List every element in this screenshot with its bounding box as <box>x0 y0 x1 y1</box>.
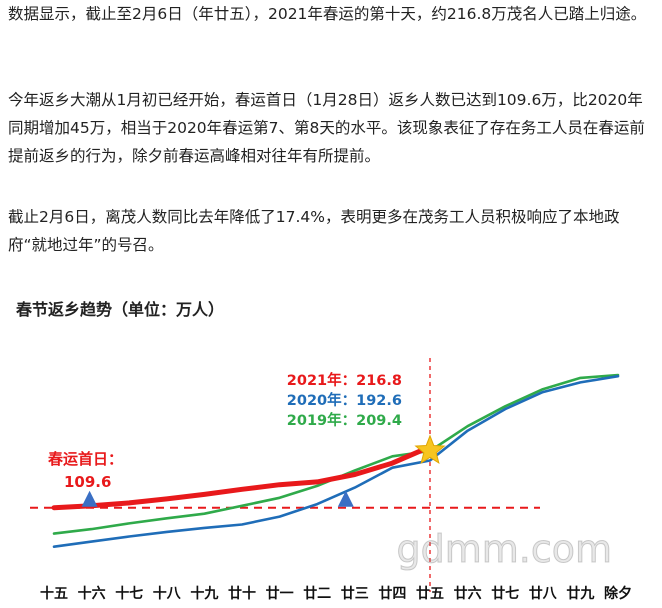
x-tick-label: 十七 <box>115 585 143 602</box>
x-tick-label: 廿一 <box>266 585 294 602</box>
trend-chart: gdmm.com 2021年：216.8 2020年：192.6 2019年：209.… <box>30 358 632 602</box>
first-day-marker <box>81 490 98 507</box>
x-tick-label: 廿六 <box>454 585 482 602</box>
paragraph-1: 数据显示，截止至2月6日（年廿五），2021年春运的第十天，约216.8万茂名人… <box>8 5 647 23</box>
x-tick-label: 廿七 <box>491 585 519 602</box>
x-tick-label: 除夕 <box>604 585 632 602</box>
parity-marker <box>337 490 354 507</box>
x-tick-label: 廿五 <box>416 585 444 602</box>
watermark: gdmm.com <box>396 527 612 571</box>
first-day-label: 春运首日： <box>48 450 123 468</box>
star-icon <box>414 434 446 465</box>
x-tick-label: 廿八 <box>529 585 558 602</box>
series-label-2021年: 2021年：216.8 <box>287 371 402 389</box>
series-label-2019年: 2019年：209.4 <box>287 411 402 429</box>
x-tick-label: 十九 <box>190 585 218 602</box>
first-day-value: 109.6 <box>64 473 111 491</box>
x-tick-label: 廿二 <box>303 585 331 602</box>
x-tick-label: 廿十 <box>228 585 256 602</box>
x-tick-label: 廿四 <box>378 585 406 602</box>
chart-title: 春节返乡趋势（单位：万人） <box>16 300 225 319</box>
paragraph-2: 今年返乡大潮从1月初已经开始，春运首日（1月28日）返乡人数已达到109.6万，… <box>8 91 645 165</box>
x-tick-label: 十五 <box>40 585 68 602</box>
paragraph-3: 截止2月6日，离茂人数同比去年降低了17.4%，表明更多在茂务工人员积极响应了本… <box>8 208 620 254</box>
x-tick-label: 廿九 <box>566 585 594 602</box>
x-tick-label: 十六 <box>78 585 106 602</box>
x-tick-label: 廿三 <box>341 585 369 602</box>
series-line-2021年 <box>51 444 433 511</box>
x-tick-label: 十八 <box>153 585 182 602</box>
series-label-2020年: 2020年：192.6 <box>287 391 402 409</box>
series-line-2020年 <box>52 374 620 548</box>
